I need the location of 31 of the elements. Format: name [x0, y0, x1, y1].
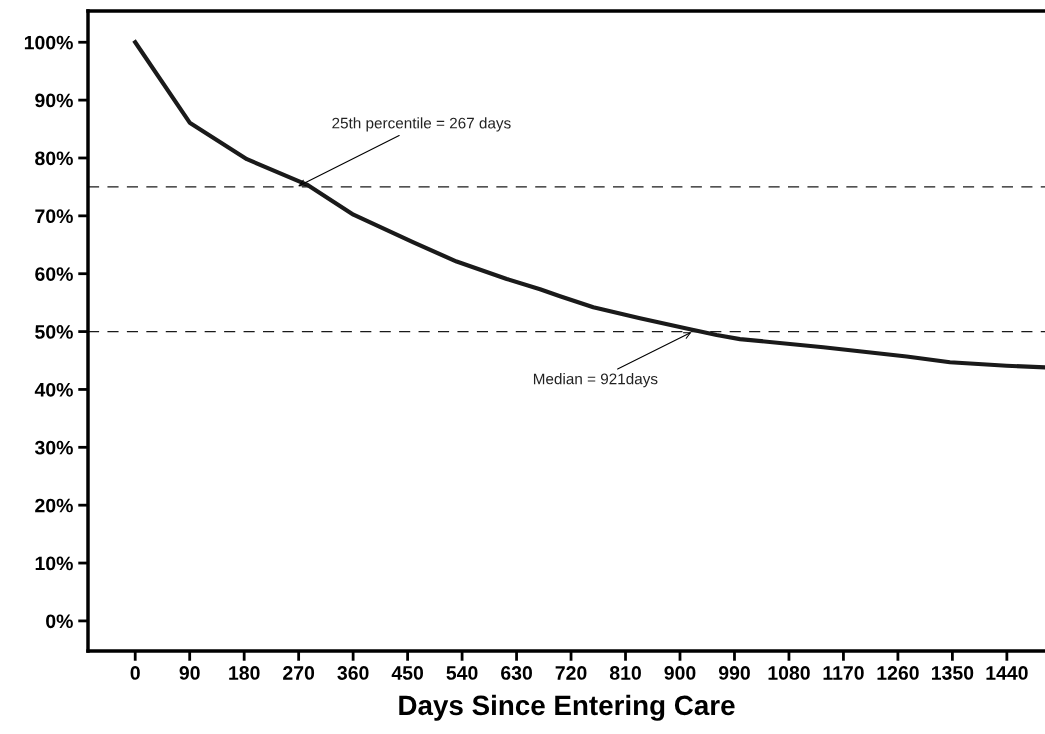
x-tick-label: 360	[337, 666, 369, 680]
annotation: 25th percentile = 267 days	[332, 117, 511, 132]
x-tick-label: 540	[446, 666, 478, 680]
y-tick-label: 90%	[35, 93, 73, 108]
x-tick-label: 180	[229, 666, 260, 680]
y-tick-label: 40%	[34, 382, 73, 397]
x-tick-label: 900	[664, 666, 696, 680]
x-tick-label: 90	[179, 666, 200, 680]
y-tick-label: 20%	[35, 498, 73, 513]
y-tick-label: 50%	[35, 325, 73, 339]
y-tick-label: 10%	[35, 556, 73, 571]
y-tick-label: 0%	[46, 614, 73, 629]
x-tick-label: 990	[718, 666, 750, 680]
x-tick-label: 450	[391, 666, 424, 680]
x-tick-label: 1080	[768, 666, 810, 680]
y-tick-label: 80%	[35, 151, 73, 166]
y-tick-label: 60%	[35, 267, 73, 281]
x-tick-label: 1170	[823, 666, 864, 680]
y-tick-label: 70%	[35, 209, 73, 224]
x-tick-label: 0	[130, 666, 140, 680]
x-tick-label: 630	[501, 666, 532, 680]
y-tick-label: 30%	[34, 440, 73, 455]
x-tick-label: 1260	[877, 666, 919, 680]
annotation: Median = 921days	[533, 373, 658, 388]
x-tick-label: 810	[609, 666, 641, 680]
x-tick-label: 1440	[986, 666, 1028, 680]
x-tick-label: 720	[555, 666, 587, 680]
x-tick-label: 270	[283, 666, 315, 680]
x-tick-label: 1350	[931, 666, 974, 680]
x-axis-title: Days Since Entering Care	[399, 694, 735, 721]
y-tick-label: 100%	[24, 35, 73, 50]
